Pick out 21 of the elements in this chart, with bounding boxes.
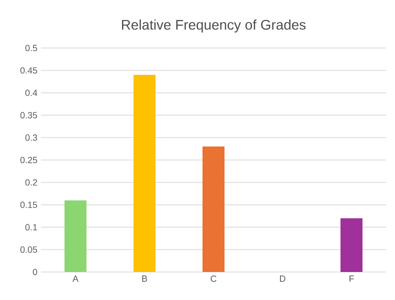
y-tick-label: 0.1 <box>25 224 38 230</box>
y-tick-label: 0.25 <box>20 156 38 164</box>
bar <box>64 200 86 272</box>
bar <box>340 218 362 272</box>
bar <box>202 146 224 272</box>
y-tick-label: 0.45 <box>20 67 38 74</box>
y-tick-label: 0.4 <box>25 90 38 96</box>
y-tick-label: 0.3 <box>25 134 38 141</box>
x-tick-label: C <box>210 276 216 282</box>
x-tick-label: D <box>280 276 286 282</box>
y-tick-label: 0 <box>32 268 38 276</box>
y-tick-label: 0.2 <box>25 179 38 186</box>
x-tick-label: B <box>142 276 148 282</box>
x-tick-label: A <box>72 276 78 282</box>
bar <box>134 74 156 272</box>
y-tick-label: 0.5 <box>25 44 38 52</box>
y-tick-label: 0.15 <box>20 202 38 208</box>
x-tick-label: F <box>349 276 354 282</box>
y-tick-label: 0.05 <box>20 246 38 253</box>
y-tick-label: 0.35 <box>20 112 38 118</box>
chart-title: Relative Frequency of Grades <box>122 19 306 32</box>
